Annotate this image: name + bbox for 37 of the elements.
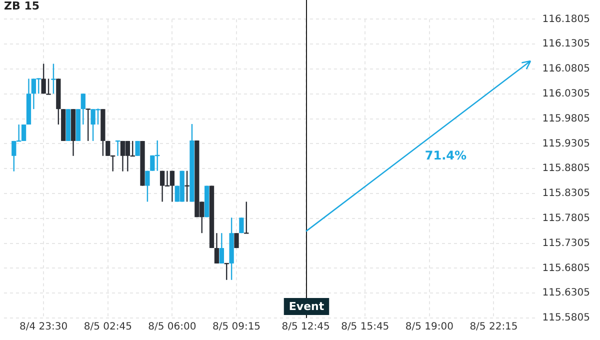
x-tick-label: 8/5 12:45: [282, 322, 330, 333]
y-tick-label: 115.7305: [542, 238, 590, 249]
x-tick-label: 8/4 23:30: [20, 322, 68, 333]
candlestick: [239, 217, 244, 234]
candlestick: [244, 201, 249, 234]
y-tick-label: 116.0305: [542, 88, 590, 100]
y-tick-label: 116.1305: [542, 38, 590, 50]
x-tick-label: 8/5 09:15: [212, 322, 261, 333]
y-tick-label: 115.6805: [542, 262, 590, 274]
y-tick-label: 115.8305: [542, 188, 590, 200]
y-tick-label: 115.9305: [542, 138, 590, 150]
candlestick: [145, 170, 150, 202]
y-tick-label: 115.6305: [542, 288, 590, 299]
y-tick-label: 115.8805: [542, 163, 590, 174]
candlestick: [234, 232, 239, 249]
chart-title: ZB 15: [4, 0, 40, 12]
candlestick: [135, 140, 140, 156]
candlestick: [46, 78, 51, 95]
x-tick-label: 8/5 22:15: [470, 322, 518, 333]
x-tick-label: 8/5 02:45: [84, 322, 132, 333]
y-tick-label: 115.7805: [542, 212, 590, 224]
y-tick-label: 115.5805: [542, 312, 590, 324]
x-tick-label: 8/5 19:00: [405, 322, 454, 333]
candlestick: [41, 63, 46, 94]
candlestick: [86, 108, 90, 142]
annotation: 71.4%: [424, 148, 467, 162]
x-tick-label: 8/5 06:00: [148, 322, 196, 333]
candlestick: [51, 63, 56, 94]
candlestick: [214, 232, 220, 264]
ref-line-label: Event: [288, 300, 324, 313]
candlestick: [80, 93, 86, 126]
candlestick: [184, 170, 190, 202]
y-tick-label: 116.0805: [542, 64, 590, 75]
y-tick-label: 115.9805: [542, 113, 590, 124]
x-tick-label: 8/5 15:45: [341, 322, 390, 333]
candlestick: [219, 232, 224, 264]
y-tick-label: 116.1805: [542, 14, 590, 25]
